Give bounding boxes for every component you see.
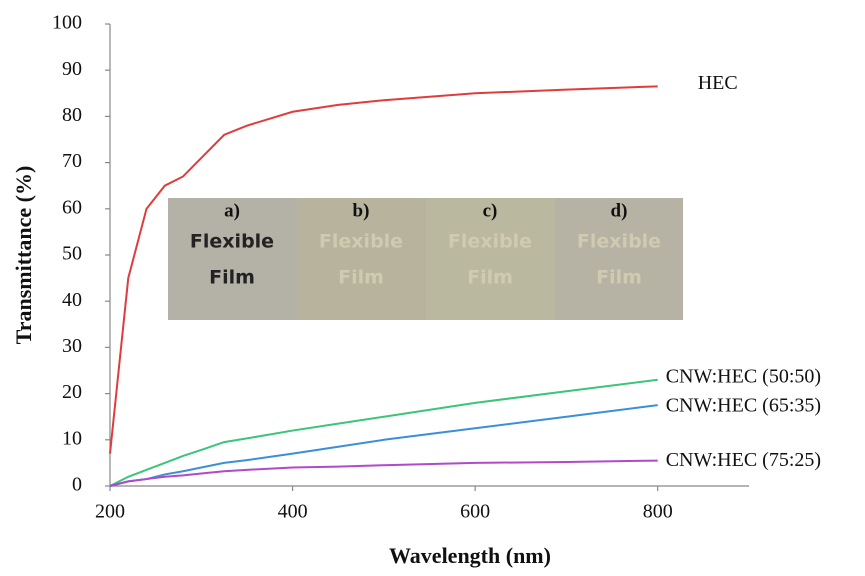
y-tick-label: 20 <box>62 381 82 403</box>
series-line <box>109 459 658 487</box>
x-tick-label: 400 <box>278 501 308 523</box>
y-tick-label: 30 <box>62 335 82 357</box>
x-tick-label: 600 <box>460 501 490 523</box>
inset-label: b) <box>353 200 370 221</box>
x-tick-label: 800 <box>643 501 673 523</box>
series-label: HEC <box>698 72 738 94</box>
inset-text: Flexible <box>319 231 403 253</box>
series-label: CNW:HEC (50:50) <box>666 365 821 387</box>
x-tick-label: 200 <box>95 501 125 523</box>
inset-label: a) <box>224 200 240 221</box>
inset-text: Flexible <box>577 231 661 253</box>
x-axis-title: Wavelength (nm) <box>389 543 551 568</box>
series-line <box>109 378 658 487</box>
y-tick-label: 40 <box>62 289 82 311</box>
inset-text: Film <box>338 267 384 289</box>
y-axis-title: Transmittance (%) <box>11 166 36 345</box>
y-tick-label: 100 <box>52 12 82 34</box>
series-label: CNW:HEC (75:25) <box>666 449 821 471</box>
y-tick-label: 70 <box>62 150 82 172</box>
y-tick-label: 90 <box>62 58 82 80</box>
inset-text: Flexible <box>448 231 532 253</box>
inset-label: c) <box>483 200 498 221</box>
series-line <box>109 85 658 454</box>
inset-text: Flexible <box>190 231 274 253</box>
inset-text: Film <box>209 267 255 289</box>
inset-text: Film <box>467 267 513 289</box>
inset-label: d) <box>611 200 628 221</box>
y-tick-label: 10 <box>62 427 82 449</box>
y-tick-label: 80 <box>62 104 82 126</box>
series-label: CNW:HEC (65:35) <box>666 395 821 417</box>
inset-photo <box>168 198 683 320</box>
y-tick-label: 50 <box>62 243 82 265</box>
y-tick-label: 60 <box>62 196 82 218</box>
inset-text: Film <box>596 267 642 289</box>
y-tick-label: 0 <box>72 474 82 496</box>
